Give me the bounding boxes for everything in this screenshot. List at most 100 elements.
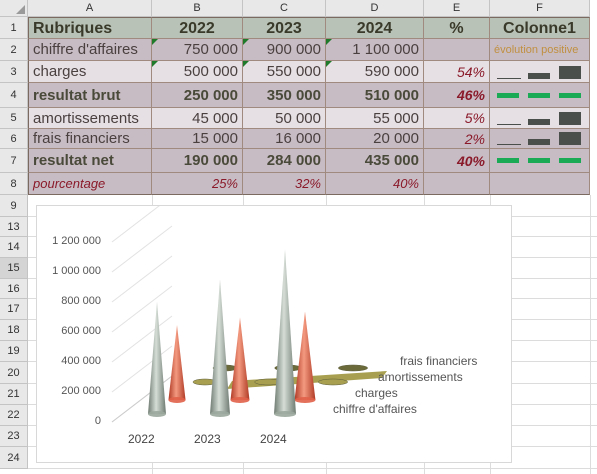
error-indicator-icon bbox=[326, 39, 332, 45]
cell-2024[interactable]: 20 000 bbox=[326, 129, 424, 149]
cell-text: 55 000 bbox=[373, 110, 419, 127]
sparkline-bar bbox=[497, 144, 521, 145]
cell-pct[interactable] bbox=[424, 173, 490, 195]
y-tick-label: 1 000 000 bbox=[52, 265, 101, 277]
row-header[interactable]: 13 bbox=[0, 217, 28, 237]
cell-label[interactable]: frais financiers bbox=[28, 129, 152, 149]
header-cell[interactable]: Rubriques bbox=[28, 17, 152, 39]
cell-2022[interactable]: 190 000 bbox=[152, 149, 243, 173]
row-header[interactable]: 1 bbox=[0, 17, 28, 39]
row-header[interactable]: 4 bbox=[0, 83, 28, 108]
error-indicator-icon bbox=[326, 61, 332, 67]
row-header[interactable]: 17 bbox=[0, 299, 28, 320]
cell-2024[interactable]: 55 000 bbox=[326, 108, 424, 129]
cell-label[interactable]: resultat brut bbox=[28, 83, 152, 108]
cell-2024[interactable]: 40% bbox=[326, 173, 424, 195]
cell-trend[interactable] bbox=[490, 173, 590, 195]
cell-2023[interactable]: 50 000 bbox=[243, 108, 326, 129]
row-header[interactable]: 16 bbox=[0, 279, 28, 299]
cell-2023[interactable]: 900 000 bbox=[243, 39, 326, 61]
cell-pct[interactable]: 5% bbox=[424, 108, 490, 129]
row-header[interactable]: 19 bbox=[0, 341, 28, 362]
row-header[interactable]: 6 bbox=[0, 129, 28, 149]
cell-pct[interactable]: 54% bbox=[424, 61, 490, 83]
cell-2022[interactable]: 250 000 bbox=[152, 83, 243, 108]
cell-text: 284 000 bbox=[266, 152, 321, 169]
row-header[interactable]: 24 bbox=[0, 447, 28, 469]
cell-label[interactable]: chiffre d'affaires bbox=[28, 39, 152, 61]
cell-text: 190 000 bbox=[183, 152, 238, 169]
cell-2024[interactable]: 590 000 bbox=[326, 61, 424, 83]
column-header-f[interactable]: F bbox=[490, 0, 590, 17]
cell-trend[interactable]: évolution positive bbox=[490, 39, 590, 61]
cell-label[interactable]: amortissements bbox=[28, 108, 152, 129]
x-tick-label: 2023 bbox=[194, 432, 221, 446]
row-header[interactable]: 8 bbox=[0, 173, 28, 195]
row-header[interactable]: 14 bbox=[0, 237, 28, 258]
cell-text: évolution positive bbox=[494, 44, 579, 56]
cell-text: frais financiers bbox=[33, 130, 130, 147]
cone-mark bbox=[168, 325, 186, 400]
cell-2022[interactable]: 45 000 bbox=[152, 108, 243, 129]
column-header-a[interactable]: A bbox=[28, 0, 152, 17]
row-header[interactable]: 2 bbox=[0, 39, 28, 61]
y-tick-label: 1 200 000 bbox=[52, 235, 101, 247]
column-header-c[interactable]: C bbox=[243, 0, 326, 17]
header-cell[interactable]: 2023 bbox=[243, 17, 326, 39]
cell-2024[interactable]: 510 000 bbox=[326, 83, 424, 108]
column-header-d[interactable]: D bbox=[326, 0, 424, 17]
cell-label[interactable]: pourcentage bbox=[28, 173, 152, 195]
row-header[interactable]: 7 bbox=[0, 149, 28, 173]
column-header-e[interactable]: E bbox=[424, 0, 490, 17]
sparkline-bar bbox=[559, 112, 581, 125]
column-header-b[interactable]: B bbox=[152, 0, 243, 17]
y-tick-label: 600 000 bbox=[61, 325, 101, 337]
header-cell[interactable]: Colonne1 bbox=[490, 17, 590, 39]
select-all-icon bbox=[16, 5, 25, 14]
cone-mark bbox=[294, 311, 316, 400]
row-header[interactable]: 9 bbox=[0, 195, 28, 217]
cell-2022[interactable]: 500 000 bbox=[152, 61, 243, 83]
sparkline-segment bbox=[528, 93, 550, 98]
cell-text: 750 000 bbox=[183, 41, 238, 58]
row-header[interactable]: 23 bbox=[0, 426, 28, 447]
cone-chart[interactable]: 0 200 000 400 000 600 000 800 000 1 000 000 1 … bbox=[36, 205, 512, 463]
cell-pct[interactable] bbox=[424, 39, 490, 61]
cell-2023[interactable]: 550 000 bbox=[243, 61, 326, 83]
cell-pct[interactable]: 2% bbox=[424, 129, 490, 149]
cell-2023[interactable]: 284 000 bbox=[243, 149, 326, 173]
cell-2023[interactable]: 350 000 bbox=[243, 83, 326, 108]
cell-2024[interactable]: 435 000 bbox=[326, 149, 424, 173]
header-cell[interactable]: 2022 bbox=[152, 17, 243, 39]
cell-label[interactable]: charges bbox=[28, 61, 152, 83]
sparkline-bar bbox=[497, 124, 521, 125]
cell-2022[interactable]: 25% bbox=[152, 173, 243, 195]
row-header[interactable]: 3 bbox=[0, 61, 28, 83]
cell-2024[interactable]: 1 100 000 bbox=[326, 39, 424, 61]
cell-text: 510 000 bbox=[364, 87, 419, 104]
series-axis-label: amortissements bbox=[378, 370, 463, 384]
cell-2022[interactable]: 15 000 bbox=[152, 129, 243, 149]
select-all-corner[interactable] bbox=[0, 0, 28, 17]
row-header[interactable]: 21 bbox=[0, 384, 28, 405]
sparkline-bar bbox=[559, 132, 581, 145]
cell-pct[interactable]: 40% bbox=[424, 149, 490, 173]
cell-pct[interactable]: 46% bbox=[424, 83, 490, 108]
cone-base bbox=[148, 411, 166, 417]
cell-text: chiffre d'affaires bbox=[33, 41, 138, 58]
cell-2023[interactable]: 16 000 bbox=[243, 129, 326, 149]
cell-text: 500 000 bbox=[183, 63, 238, 80]
header-cell[interactable]: 2024 bbox=[326, 17, 424, 39]
cell-2023[interactable]: 32% bbox=[243, 173, 326, 195]
cell-label[interactable]: resultat net bbox=[28, 149, 152, 173]
cell-2022[interactable]: 750 000 bbox=[152, 39, 243, 61]
cone-base bbox=[230, 397, 250, 403]
cell-text: pourcentage bbox=[33, 176, 106, 191]
row-header[interactable]: 5 bbox=[0, 108, 28, 129]
row-header[interactable]: 20 bbox=[0, 362, 28, 384]
row-header[interactable]: 18 bbox=[0, 320, 28, 341]
sparkline-segment bbox=[528, 158, 550, 163]
row-header[interactable]: 22 bbox=[0, 405, 28, 426]
header-cell[interactable]: % bbox=[424, 17, 490, 39]
row-header[interactable]: 15 bbox=[0, 258, 28, 279]
